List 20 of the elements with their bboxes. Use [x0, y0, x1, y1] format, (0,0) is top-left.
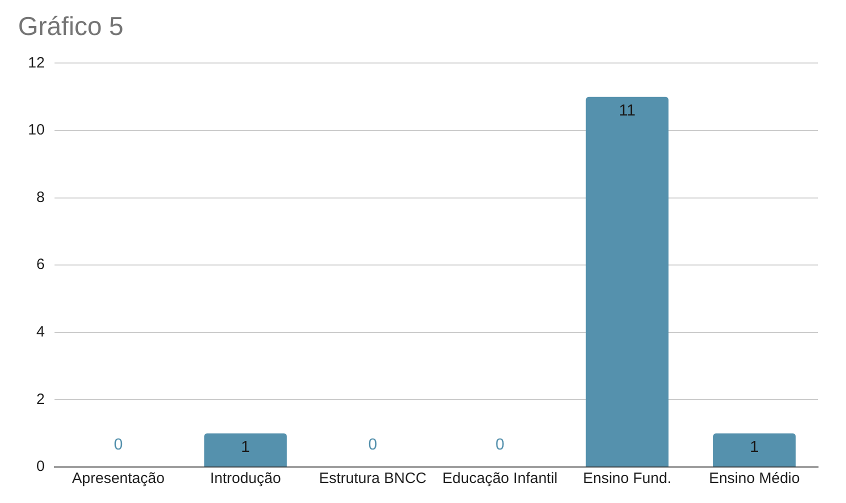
y-tick-label: 8	[36, 188, 45, 206]
x-tick-label: Educação Infantil	[442, 470, 558, 488]
x-tick-label: Estrutura BNCC	[318, 470, 427, 488]
data-label: 1	[750, 438, 759, 456]
y-tick-label: 2	[36, 390, 45, 408]
data-label: 0	[114, 436, 123, 454]
x-tick-label: Ensino Fund.	[582, 470, 672, 488]
x-tick-label: Introdução	[210, 470, 281, 488]
x-tick-label: Ensino Médio	[708, 470, 800, 488]
data-label: 11	[618, 102, 636, 120]
y-tick-label: 0	[36, 458, 45, 476]
data-label: 0	[368, 436, 378, 454]
y-tick-label: 4	[36, 324, 45, 341]
y-tick-label: 6	[36, 256, 45, 274]
chart-title: Gráfico 5	[18, 10, 124, 41]
data-label: 1	[241, 438, 250, 456]
data-label: 0	[496, 436, 504, 454]
x-tick-label: Apresentação	[72, 470, 165, 488]
y-tick-label: 12	[28, 54, 45, 72]
y-tick-label: 10	[28, 122, 45, 139]
